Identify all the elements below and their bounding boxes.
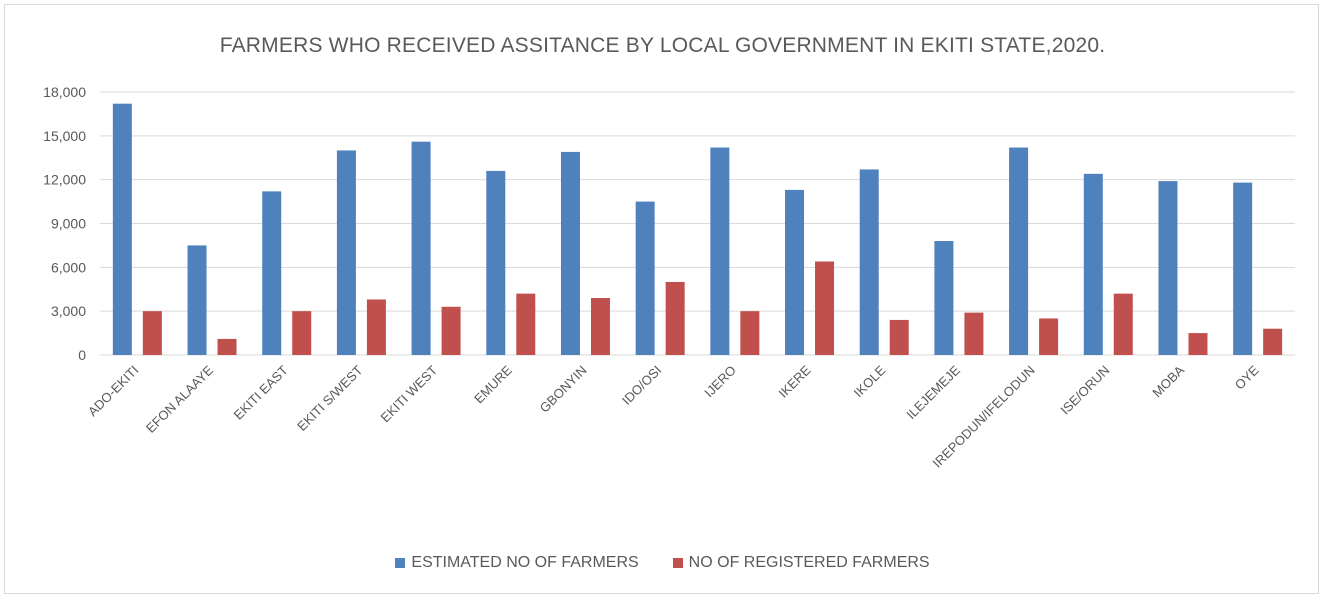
x-tick-label: EMURE [471,362,515,406]
x-axis-labels: ADO-EKITI EFON ALAAYE EKITI EAST EKITI S/WE… [85,362,1262,470]
bar-registered [1188,333,1208,355]
y-tick-label: 9,000 [51,216,86,232]
x-tick-label: IKOLE [851,362,889,400]
legend-item-registered: NO OF REGISTERED FARMERS [672,554,930,572]
bar-estimated [336,150,356,355]
x-tick-label: MOBA [1149,362,1187,400]
bar-registered [1039,318,1059,355]
x-tick-label: GBONYIN [537,363,590,416]
x-tick-label: ISE/ORUN [1057,363,1112,418]
bar-estimated [934,241,954,355]
x-tick-label: EKITI WEST [378,362,441,425]
bar-registered [441,306,461,355]
chart-title: FARMERS WHO RECEIVED ASSITANCE BY LOCAL … [219,34,1106,57]
bar-registered [815,261,835,355]
bar-registered [665,281,685,355]
legend: ESTIMATED NO OF FARMERS NO OF REGISTERED… [0,554,1325,572]
bar-estimated [859,169,879,355]
bar-estimated [1083,173,1103,355]
x-tick-label: OYE [1232,362,1262,392]
bar-estimated [785,189,805,355]
x-tick-label: EKITI EAST [231,362,291,422]
bar-estimated [635,201,655,355]
bar-estimated [1009,147,1029,355]
bar-registered [889,319,909,355]
x-tick-label: IKERE [775,362,813,400]
bar-estimated [411,141,431,355]
legend-swatch-registered [672,558,683,568]
bar-registered [740,311,760,355]
bar-estimated [112,103,132,355]
bars [112,103,1283,355]
bar-estimated [560,151,580,355]
x-tick-label: IDO/OSI [619,363,664,408]
y-axis-ticks: 0 3,000 6,000 9,000 12,000 15,000 18,000 [43,84,86,363]
x-tick-label: EKITI S/WEST [294,362,365,433]
y-tick-label: 15,000 [43,128,86,144]
y-tick-label: 18,000 [43,84,86,100]
x-tick-label: ILEJEMEJE [903,362,963,422]
y-tick-label: 6,000 [51,259,86,275]
bar-estimated [187,245,207,355]
bar-registered [366,299,386,355]
bar-estimated [1233,182,1253,355]
bar-registered [516,293,536,355]
y-tick-label: 0 [78,347,86,363]
bar-estimated [262,191,282,355]
bar-estimated [710,147,730,355]
bar-registered [217,338,237,355]
bar-registered [590,298,610,355]
bar-registered [1113,293,1133,355]
bar-registered [292,311,312,355]
y-tick-label: 12,000 [43,172,86,188]
bar-registered [142,311,162,355]
legend-item-estimated: ESTIMATED NO OF FARMERS [395,554,639,572]
bar-registered [1263,328,1283,355]
x-tick-label: ADO-EKITI [85,363,142,420]
legend-swatch-estimated [395,558,406,568]
bar-registered [964,312,984,355]
legend-label-registered: NO OF REGISTERED FARMERS [688,554,930,571]
x-tick-label: EFON ALAAYE [143,362,217,436]
legend-label-estimated: ESTIMATED NO OF FARMERS [411,554,639,571]
bar-estimated [486,170,506,355]
x-tick-label: IJERO [701,363,739,401]
y-tick-label: 3,000 [51,303,86,319]
bar-estimated [1158,181,1178,355]
